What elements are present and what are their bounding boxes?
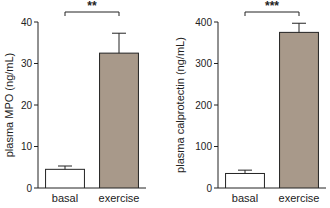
x-tick-label: exercise: [99, 192, 140, 204]
y-tick: [34, 188, 38, 189]
error-bar: [299, 23, 300, 32]
y-tick-label: 10: [21, 141, 33, 152]
significance-label: ***: [265, 0, 279, 13]
significance-label: **: [87, 0, 97, 13]
bar: [46, 169, 85, 188]
bar: [226, 173, 265, 188]
y-tick-label: 40: [21, 17, 33, 28]
y-tick-label: 400: [195, 17, 212, 28]
y-tick: [214, 63, 218, 64]
x-tick-label: basal: [232, 192, 258, 204]
y-axis-label: plasma calprotectin (ng/mL): [174, 37, 186, 173]
error-cap: [292, 23, 306, 24]
error-cap: [238, 170, 252, 171]
y-tick-label: 0: [26, 183, 32, 194]
error-cap: [58, 166, 72, 167]
y-tick: [34, 146, 38, 147]
y-tick: [34, 105, 38, 106]
bar: [280, 32, 319, 188]
y-axis-label: plasma MPO (ng/mL): [3, 53, 15, 158]
bars: [46, 33, 139, 188]
panel: 0 100 200 300 400 plasma calprotectin (ng/mL)…: [174, 0, 326, 204]
y-tick-label: 20: [21, 100, 33, 111]
bar: [100, 53, 139, 188]
x-tick-label: exercise: [279, 192, 320, 204]
y-tick: [214, 22, 218, 23]
y-tick-label: 30: [21, 58, 33, 69]
y-tick: [34, 63, 38, 64]
y-tick: [34, 22, 38, 23]
y-tick: [214, 105, 218, 106]
y-tick-label: 100: [195, 141, 212, 152]
bars: [226, 23, 319, 188]
error-bar: [119, 33, 120, 53]
y-tick-label: 200: [195, 100, 212, 111]
y-tick-label: 300: [195, 58, 212, 69]
x-tick-label: basal: [52, 192, 78, 204]
error-cap: [112, 33, 126, 34]
y-tick: [214, 146, 218, 147]
y-tick-label: 0: [206, 183, 212, 194]
y-tick: [214, 188, 218, 189]
panel: 0 10 20 30 40 plasma MPO (ng/mL) basal exercise…: [3, 0, 146, 204]
figure: 0 10 20 30 40 plasma MPO (ng/mL) basal exercise…: [0, 0, 330, 208]
